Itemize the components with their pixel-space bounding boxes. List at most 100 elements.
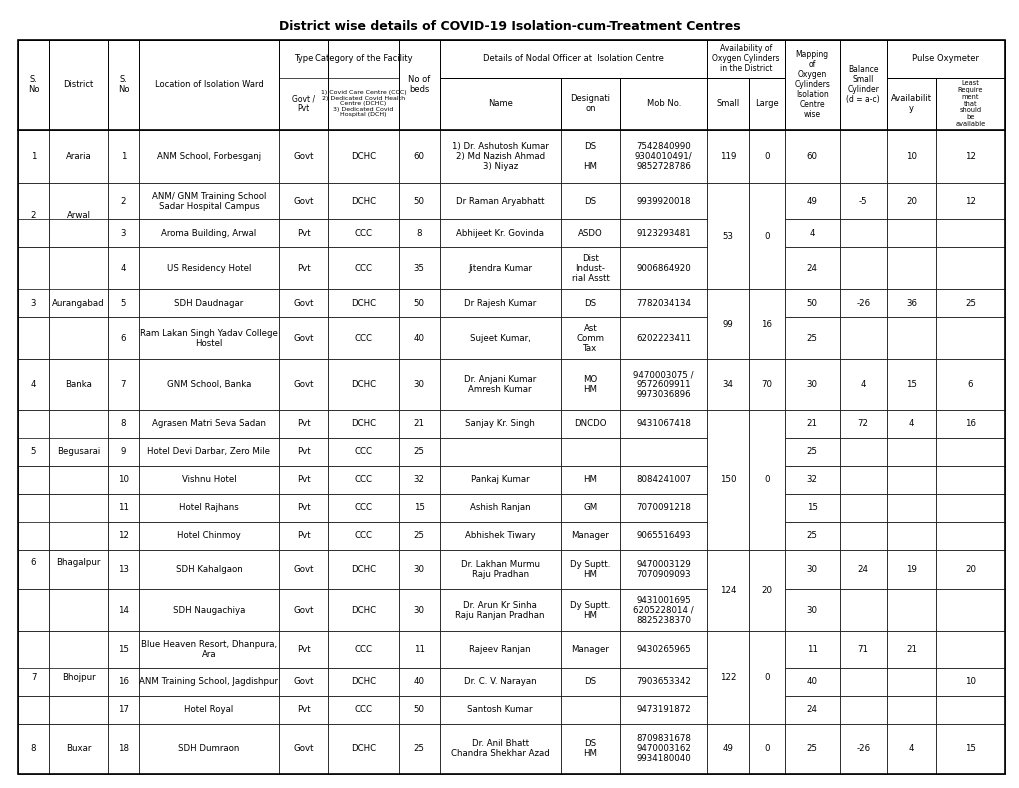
- Bar: [398, 696, 439, 723]
- Bar: [560, 466, 620, 494]
- Bar: [935, 522, 1004, 550]
- Bar: [278, 631, 328, 667]
- Bar: [784, 589, 839, 631]
- Bar: [886, 289, 935, 318]
- Bar: [328, 40, 398, 130]
- Text: 7070091218: 7070091218: [636, 504, 691, 512]
- Bar: [439, 359, 560, 410]
- Text: SDH Kahalgaon: SDH Kahalgaon: [175, 565, 243, 574]
- Bar: [139, 550, 278, 589]
- Text: Dr. Anjani Kumar
Amresh Kumar: Dr. Anjani Kumar Amresh Kumar: [464, 375, 536, 394]
- Text: 40: 40: [806, 677, 817, 686]
- Bar: [398, 289, 439, 318]
- Bar: [439, 494, 560, 522]
- Bar: [328, 359, 398, 410]
- Bar: [108, 667, 139, 696]
- Text: DCHC: DCHC: [351, 196, 376, 206]
- Bar: [560, 410, 620, 438]
- Bar: [886, 696, 935, 723]
- Bar: [839, 522, 886, 550]
- Text: 7542840990
9304010491/
9852728786: 7542840990 9304010491/ 9852728786: [634, 142, 692, 171]
- Bar: [18, 289, 49, 318]
- Bar: [439, 667, 560, 696]
- Bar: [748, 550, 784, 631]
- Bar: [620, 466, 706, 494]
- Text: Dy Suptt.
HM: Dy Suptt. HM: [570, 560, 610, 579]
- Bar: [748, 130, 784, 183]
- Bar: [139, 438, 278, 466]
- Text: Pvt: Pvt: [297, 475, 310, 485]
- Text: 25: 25: [806, 448, 817, 456]
- Bar: [49, 40, 108, 130]
- Bar: [328, 589, 398, 631]
- Bar: [748, 723, 784, 774]
- Text: 40: 40: [414, 334, 424, 343]
- Bar: [560, 247, 620, 289]
- Bar: [398, 438, 439, 466]
- Bar: [108, 183, 139, 219]
- Bar: [706, 40, 784, 78]
- Bar: [139, 466, 278, 494]
- Text: Hotel Rajhans: Hotel Rajhans: [179, 504, 238, 512]
- Bar: [706, 130, 748, 183]
- Text: Hotel Devi Darbar, Zero Mile: Hotel Devi Darbar, Zero Mile: [148, 448, 270, 456]
- Bar: [784, 247, 839, 289]
- Bar: [935, 318, 1004, 359]
- Bar: [620, 130, 706, 183]
- Bar: [784, 183, 839, 219]
- Bar: [398, 466, 439, 494]
- Text: Govt: Govt: [293, 565, 314, 574]
- Bar: [108, 247, 139, 289]
- Bar: [439, 466, 560, 494]
- Text: Mapping
of
Oxygen
Cylinders
Isolation
Centre
wise: Mapping of Oxygen Cylinders Isolation Ce…: [794, 50, 829, 120]
- Bar: [108, 466, 139, 494]
- Text: ANM Training School, Jagdishpur: ANM Training School, Jagdishpur: [140, 677, 278, 686]
- Text: Dr. Lakhan Murmu
Raju Pradhan: Dr. Lakhan Murmu Raju Pradhan: [461, 560, 539, 579]
- Text: 1) Covid Care Centre (CCC)
2) Dedicated Covid Health
Centre (DCHC)
3) Dedicated : 1) Covid Care Centre (CCC) 2) Dedicated …: [320, 90, 406, 117]
- Bar: [620, 550, 706, 589]
- Text: CCC: CCC: [355, 645, 372, 654]
- Text: Govt: Govt: [293, 677, 314, 686]
- Text: 35: 35: [414, 264, 424, 273]
- Bar: [18, 219, 49, 247]
- Bar: [439, 410, 560, 438]
- Text: DCHC: DCHC: [351, 152, 376, 161]
- Bar: [784, 550, 839, 589]
- Text: 4: 4: [31, 380, 37, 389]
- Text: 5: 5: [31, 448, 37, 456]
- Text: Small: Small: [715, 99, 739, 108]
- Text: 9470003075 /
9572609911
9973036896: 9470003075 / 9572609911 9973036896: [633, 370, 693, 400]
- Bar: [139, 247, 278, 289]
- Text: Pvt: Pvt: [297, 419, 310, 429]
- Text: 20: 20: [964, 565, 975, 574]
- Bar: [328, 522, 398, 550]
- Bar: [398, 318, 439, 359]
- Bar: [398, 359, 439, 410]
- Text: 70: 70: [760, 380, 771, 389]
- Text: ANM/ GNM Training School
Sadar Hospital Campus: ANM/ GNM Training School Sadar Hospital …: [152, 191, 266, 210]
- Bar: [18, 631, 49, 723]
- Bar: [839, 550, 886, 589]
- Text: Begusarai: Begusarai: [57, 448, 100, 456]
- Bar: [886, 522, 935, 550]
- Text: 24: 24: [857, 565, 868, 574]
- Bar: [886, 631, 935, 667]
- Bar: [886, 438, 935, 466]
- Text: 12: 12: [964, 152, 975, 161]
- Text: Pvt: Pvt: [297, 264, 310, 273]
- Bar: [784, 130, 839, 183]
- Text: DCHC: DCHC: [351, 419, 376, 429]
- Bar: [620, 631, 706, 667]
- Bar: [49, 410, 108, 494]
- Text: DS: DS: [584, 299, 596, 308]
- Bar: [560, 318, 620, 359]
- Bar: [49, 219, 108, 247]
- Text: 119: 119: [719, 152, 736, 161]
- Bar: [398, 667, 439, 696]
- Bar: [935, 723, 1004, 774]
- Text: Santosh Kumar: Santosh Kumar: [467, 705, 532, 714]
- Bar: [706, 359, 748, 410]
- Text: DCHC: DCHC: [351, 677, 376, 686]
- Text: 15: 15: [806, 504, 817, 512]
- Bar: [49, 667, 108, 696]
